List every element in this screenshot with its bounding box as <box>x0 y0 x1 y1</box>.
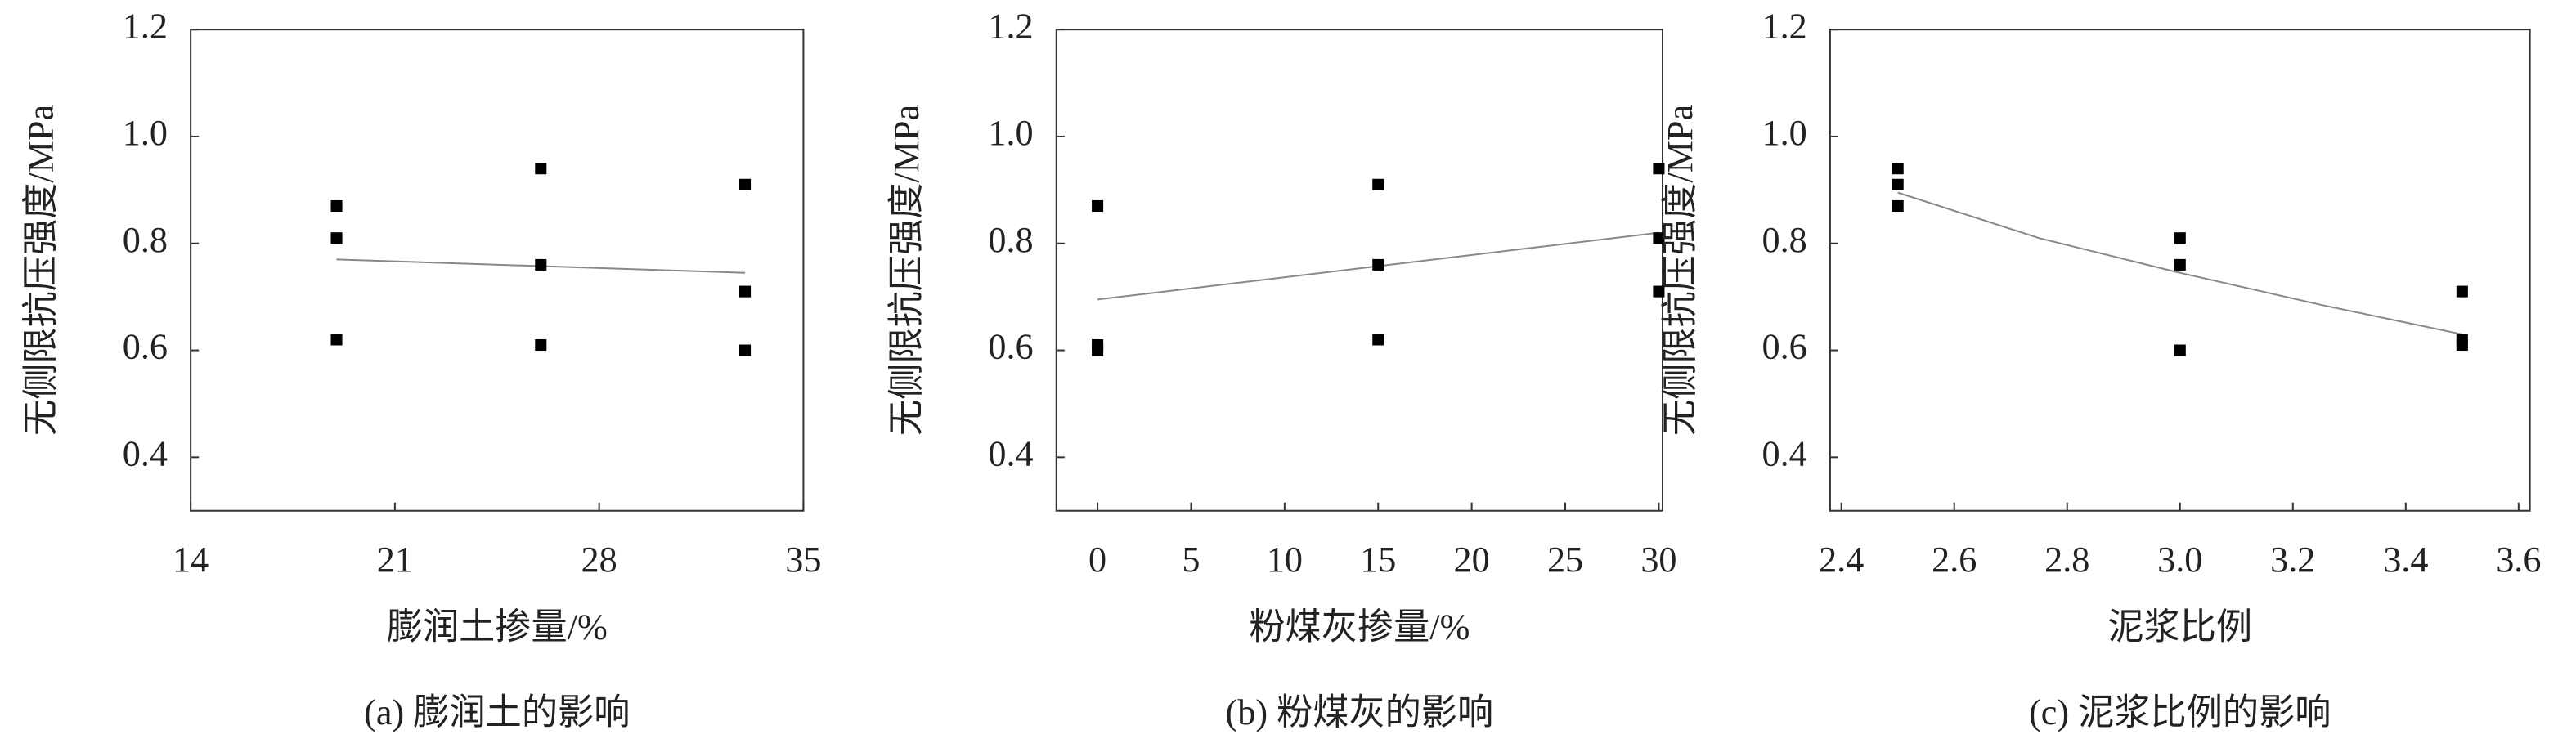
x-tick-label: 3.4 <box>2383 540 2428 580</box>
point <box>2456 285 2468 298</box>
y-tick-label: 1.0 <box>123 113 168 153</box>
x-tick-label: 3.6 <box>2496 540 2541 580</box>
x-axis-label: 粉煤灰掺量/% <box>1249 607 1470 647</box>
point <box>1653 163 1665 175</box>
point <box>1372 258 1384 271</box>
point <box>739 178 752 190</box>
point <box>2174 258 2186 271</box>
caption: (b) 粉煤灰的影响 <box>1226 692 1494 732</box>
y-tick-label: 1.2 <box>988 6 1033 46</box>
point <box>2174 232 2186 244</box>
point <box>1092 199 1104 212</box>
x-tick-label: 10 <box>1267 540 1303 580</box>
y-tick-label: 0.6 <box>1762 327 1807 367</box>
x-tick-label: 30 <box>1640 540 1676 580</box>
caption: (a) 膨润土的影响 <box>364 692 630 732</box>
point <box>1653 285 1665 298</box>
plot-frame <box>190 29 805 512</box>
point <box>739 285 752 298</box>
point <box>739 344 752 356</box>
point <box>2456 338 2468 352</box>
y-tick-label: 0.8 <box>123 220 168 260</box>
x-tick-label: 3.0 <box>2157 540 2202 580</box>
x-tick-label: 28 <box>581 540 617 580</box>
y-axis-label: 无侧限抗压强度/MPa <box>1660 105 1700 436</box>
y-tick-label: 0.4 <box>1762 433 1807 473</box>
y-tick-label: 0.8 <box>1762 220 1807 260</box>
point <box>1653 232 1665 244</box>
y-axis-label: 无侧限抗压强度/MPa <box>20 105 61 436</box>
point <box>1892 199 1904 212</box>
x-tick-label: 2.4 <box>1819 540 1864 580</box>
x-tick-label: 35 <box>785 540 821 580</box>
point <box>535 338 547 352</box>
point <box>1372 178 1384 190</box>
caption: (c) 泥浆比例的影响 <box>2029 692 2331 732</box>
point <box>330 232 343 244</box>
y-tick-label: 0.6 <box>988 327 1033 367</box>
y-tick-label: 0.8 <box>988 220 1033 260</box>
y-axis-label: 无侧限抗压强度/MPa <box>886 105 927 436</box>
x-tick-label: 25 <box>1547 540 1583 580</box>
x-tick-label: 3.2 <box>2270 540 2315 580</box>
trend-line <box>1897 191 2463 335</box>
y-tick-label: 1.2 <box>123 6 168 46</box>
y-tick-label: 0.6 <box>123 327 168 367</box>
point <box>1372 334 1384 346</box>
point <box>330 334 343 346</box>
x-tick-label: 15 <box>1360 540 1396 580</box>
x-tick-label: 5 <box>1182 540 1200 580</box>
point <box>1892 178 1904 190</box>
x-axis-label: 膨润土掺量/% <box>387 607 608 647</box>
y-tick-label: 0.4 <box>988 433 1033 473</box>
x-tick-label: 20 <box>1454 540 1490 580</box>
point <box>2174 344 2186 356</box>
x-tick-label: 14 <box>173 540 209 580</box>
y-tick-label: 0.4 <box>123 433 168 473</box>
point <box>1092 344 1104 356</box>
y-tick-label: 1.0 <box>988 113 1033 153</box>
point <box>1892 163 1904 175</box>
x-tick-label: 2.6 <box>1932 540 1977 580</box>
y-tick-label: 1.0 <box>1762 113 1807 153</box>
x-tick-label: 2.8 <box>2044 540 2089 580</box>
plot-frame <box>1055 29 1664 512</box>
x-tick-label: 0 <box>1088 540 1106 580</box>
x-axis-label: 泥浆比例 <box>2107 607 2252 647</box>
point <box>535 163 547 175</box>
y-tick-label: 1.2 <box>1762 6 1807 46</box>
point <box>535 258 547 271</box>
point <box>330 199 343 212</box>
x-tick-label: 21 <box>377 540 413 580</box>
